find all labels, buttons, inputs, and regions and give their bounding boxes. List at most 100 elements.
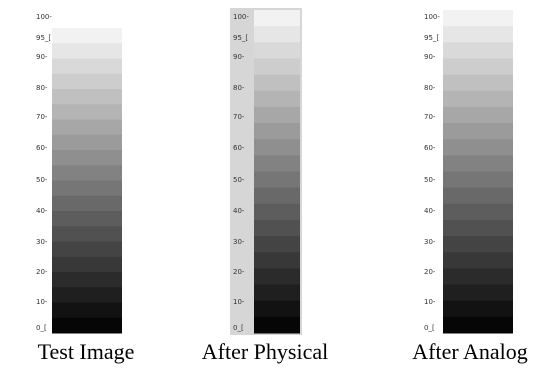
tick-label: 10-	[233, 298, 245, 306]
gray-step	[443, 317, 513, 334]
gray-step	[52, 211, 122, 227]
gray-step	[254, 107, 300, 124]
gray-step	[52, 242, 122, 258]
tick-label: 100-	[233, 13, 249, 21]
gray-step	[443, 123, 513, 140]
gray-step	[254, 26, 300, 43]
gray-step	[443, 42, 513, 59]
gray-step	[254, 139, 300, 156]
gray-step	[254, 285, 300, 302]
gray-step	[443, 285, 513, 302]
gray-step	[443, 26, 513, 43]
gray-step	[443, 58, 513, 75]
figure: 100- 95_[ 90- 80- 70- 60- 50- 40- 30- 20- 10- 0_[ Te…	[0, 0, 549, 375]
gray-step	[254, 317, 300, 334]
tick-label: 30-	[36, 238, 48, 246]
gray-step	[254, 220, 300, 237]
gray-step	[254, 188, 300, 205]
tick-label: 95_[	[233, 34, 248, 42]
gray-step	[254, 123, 300, 140]
gray-step	[254, 236, 300, 253]
tick-label: 100-	[36, 13, 52, 21]
tick-label: 0_[	[424, 324, 435, 332]
tick-label: 90-	[36, 53, 48, 61]
gray-step	[52, 257, 122, 273]
gray-step	[443, 75, 513, 92]
caption: Test Image	[38, 339, 135, 364]
tick-label: 95_[	[36, 34, 51, 42]
gray-step	[443, 10, 513, 27]
tick-label: 80-	[36, 84, 48, 92]
gray-step	[52, 120, 122, 136]
tick-label: 50-	[36, 176, 48, 184]
tick-label: 40-	[424, 207, 436, 215]
gray-step	[443, 220, 513, 237]
gray-step	[254, 155, 300, 172]
gray-step	[254, 58, 300, 75]
tick-label: 30-	[424, 238, 436, 246]
gray-step	[52, 196, 122, 212]
gray-step	[254, 91, 300, 108]
tick-label: 20-	[424, 268, 436, 276]
gray-step	[52, 287, 122, 303]
gray-step	[52, 104, 122, 120]
gray-step	[254, 42, 300, 59]
gray-step	[52, 165, 122, 181]
gray-step	[443, 139, 513, 156]
gray-step	[443, 172, 513, 189]
tick-label: 60-	[36, 144, 48, 152]
gray-step	[443, 107, 513, 124]
tick-label: 70-	[424, 113, 436, 121]
gray-step	[443, 236, 513, 253]
gray-step	[443, 204, 513, 221]
gray-step	[52, 318, 122, 334]
tick-label: 20-	[36, 268, 48, 276]
tick-label: 10-	[36, 298, 48, 306]
gray-step	[443, 91, 513, 108]
gray-step	[443, 252, 513, 269]
tick-label: 50-	[233, 176, 245, 184]
gray-step	[52, 303, 122, 319]
tick-label: 10-	[424, 298, 436, 306]
tick-label: 50-	[424, 176, 436, 184]
tick-label: 95_[	[424, 34, 439, 42]
caption: After Analog	[412, 339, 527, 364]
gray-step	[254, 10, 300, 27]
tick-label: 90-	[424, 53, 436, 61]
gray-step	[254, 75, 300, 92]
gray-step	[52, 135, 122, 151]
gray-step	[254, 301, 300, 318]
tick-label: 30-	[233, 238, 245, 246]
gray-step	[52, 272, 122, 288]
tick-label: 0_[	[36, 324, 47, 332]
tick-label: 80-	[424, 84, 436, 92]
tick-label: 60-	[233, 144, 245, 152]
gray-step	[52, 181, 122, 197]
tick-label: 100-	[424, 13, 440, 21]
tick-label: 40-	[36, 207, 48, 215]
gray-step	[254, 268, 300, 285]
tick-label: 40-	[233, 207, 245, 215]
tick-label: 70-	[36, 113, 48, 121]
gray-step	[52, 59, 122, 75]
gray-step	[52, 74, 122, 90]
gray-step	[443, 155, 513, 172]
gray-step	[52, 226, 122, 242]
tick-label: 80-	[233, 84, 245, 92]
gray-step	[254, 172, 300, 189]
gray-step	[52, 150, 122, 166]
tick-label: 90-	[233, 53, 245, 61]
gray-step	[443, 268, 513, 285]
tick-label: 0_[	[233, 324, 244, 332]
gray-step	[52, 89, 122, 105]
gray-step	[254, 252, 300, 269]
caption: After Physical	[202, 339, 328, 364]
tick-label: 20-	[233, 268, 245, 276]
gray-step	[443, 188, 513, 205]
gray-step	[443, 301, 513, 318]
tick-label: 70-	[233, 113, 245, 121]
gray-step	[254, 204, 300, 221]
gray-step	[52, 43, 122, 59]
gray-step	[52, 28, 122, 44]
tick-label: 60-	[424, 144, 436, 152]
